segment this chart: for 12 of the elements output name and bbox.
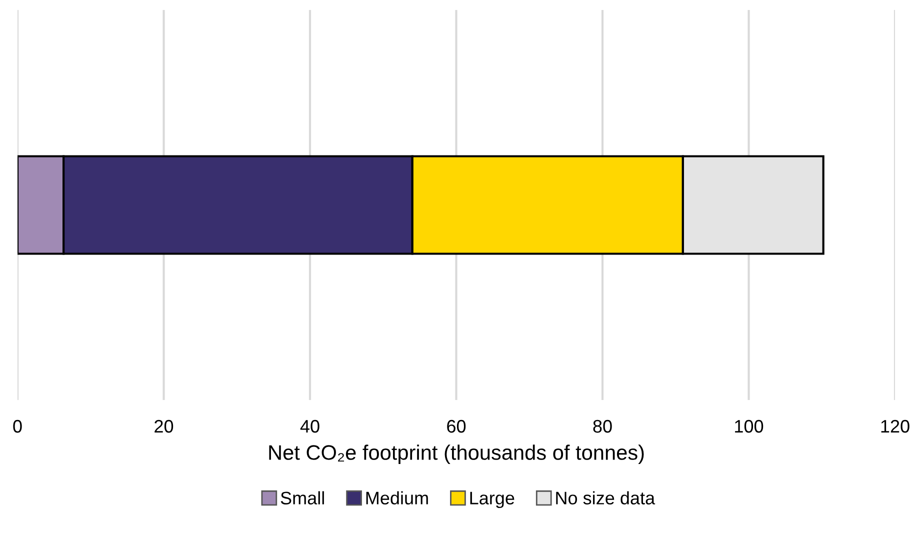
x-tick-label: 120: [881, 420, 910, 433]
x-axis-title: Net CO₂e footprint (thousands of tonnes): [269, 444, 644, 464]
x-tick-label: 100: [735, 420, 764, 433]
x-tick-label: 40: [300, 420, 320, 433]
legend-label: No size data: [556, 491, 656, 504]
x-tick-label: 80: [593, 420, 612, 433]
x-tick-label: 60: [447, 420, 466, 433]
x-tick-label: 20: [154, 420, 174, 433]
legend-label: Large: [470, 492, 514, 508]
x-tick-label: 0: [13, 420, 22, 433]
legend-label: Medium: [366, 491, 428, 504]
legend-label: Small: [280, 491, 324, 504]
